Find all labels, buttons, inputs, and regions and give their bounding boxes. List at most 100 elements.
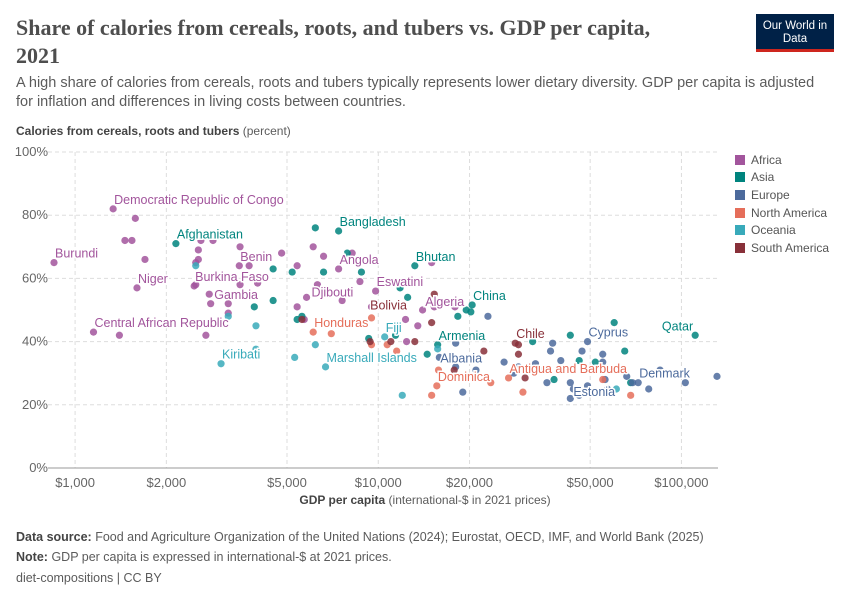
data-point: [396, 284, 404, 292]
data-point: [543, 379, 551, 387]
y-tick-label: 40%: [22, 334, 48, 349]
y-axis-label: Calories from cereals, roots and tubers …: [16, 124, 291, 138]
note: Note: GDP per capita is expressed in int…: [16, 550, 392, 564]
point-label: Qatar: [662, 319, 693, 333]
data-point: [500, 358, 508, 366]
data-point: [423, 350, 431, 358]
data-point: [529, 338, 537, 346]
data-point: [550, 375, 558, 384]
data-point: [327, 330, 335, 338]
data-point: [451, 303, 459, 311]
data-point: [514, 341, 523, 349]
legend-swatch: [735, 172, 745, 183]
legend-swatch: [735, 225, 745, 236]
data-point: [172, 240, 180, 248]
data-point: [472, 366, 480, 374]
data-point: [612, 385, 620, 393]
data-point: [402, 338, 411, 346]
x-tick-label: $10,000: [355, 475, 402, 490]
data-point: [224, 300, 232, 308]
data-point: [398, 391, 406, 399]
data-point: [381, 333, 389, 341]
data-point: [89, 328, 98, 336]
point-label: Burundi: [55, 247, 98, 261]
data-point: [468, 301, 476, 309]
data-point: [202, 331, 210, 339]
x-axis-label: GDP per capita (international-$ in 2021 …: [299, 493, 551, 507]
data-point: [433, 382, 441, 390]
x-tick-label: $20,000: [446, 475, 493, 490]
data-point: [254, 279, 262, 287]
data-point: [549, 339, 557, 347]
point-label: Eswatini: [377, 275, 424, 289]
point-label: Bhutan: [416, 250, 456, 264]
data-point: [293, 262, 301, 270]
owid-logo[interactable]: Our World in Data: [756, 14, 834, 52]
data-point: [404, 293, 412, 301]
x-tick-label: $100,000: [654, 475, 708, 490]
data-point: [366, 338, 374, 346]
point-label: Denmark: [639, 367, 690, 381]
data-point: [454, 312, 462, 320]
legend-label: Europe: [751, 187, 790, 202]
legend-item[interactable]: Africa: [735, 151, 829, 169]
data-point: [311, 224, 319, 232]
data-point: [452, 339, 460, 347]
data-point: [252, 345, 260, 353]
x-tick-label: $1,000: [55, 475, 95, 490]
data-point: [391, 331, 400, 339]
chart-title: Share of calories from cereals, roots, a…: [16, 15, 651, 68]
data-point: [575, 356, 583, 365]
data-point: [131, 214, 139, 222]
legend-item[interactable]: Europe: [735, 186, 829, 204]
point-label: Democratic Republic of Congo: [114, 193, 284, 207]
data-point: [311, 341, 319, 349]
x-tick-label: $2,000: [146, 475, 186, 490]
data-point: [539, 366, 547, 374]
data-point: [109, 205, 117, 213]
data-point: [269, 265, 277, 273]
point-label: Honduras: [314, 316, 368, 330]
data-point: [591, 358, 599, 366]
data-point: [393, 347, 401, 355]
credit[interactable]: diet-compositions | CC BY: [16, 571, 162, 585]
data-point: [603, 385, 612, 393]
data-point: [430, 290, 438, 298]
data-point: [115, 331, 123, 339]
data-point: [599, 375, 607, 384]
data-point: [623, 372, 631, 380]
data-point: [610, 319, 618, 327]
data-point: [459, 388, 467, 396]
data-point: [367, 314, 376, 322]
data-point: [467, 308, 475, 316]
legend-item[interactable]: Asia: [735, 169, 829, 187]
data-point: [691, 331, 699, 339]
y-tick-label: 80%: [22, 207, 48, 222]
data-point: [656, 366, 664, 374]
data-point: [236, 243, 244, 251]
data-point: [681, 379, 689, 387]
data-point: [141, 255, 149, 264]
legend-item[interactable]: South America: [735, 239, 829, 257]
point-label: Benin: [240, 250, 272, 264]
y-tick-label: 0%: [29, 460, 48, 475]
x-tick-label: $50,000: [567, 475, 614, 490]
point-label: Burkina Faso: [195, 270, 269, 284]
data-point: [278, 249, 286, 257]
data-point: [428, 319, 436, 327]
data-point: [192, 262, 200, 270]
data-point: [583, 382, 592, 390]
data-point: [430, 303, 438, 311]
point-label: Antigua and Barbuda: [510, 362, 628, 376]
legend-item[interactable]: Oceania: [735, 221, 829, 239]
data-point: [321, 363, 330, 371]
point-label: Niger: [138, 272, 168, 286]
y-tick-label: 20%: [22, 397, 48, 412]
data-point: [319, 268, 328, 276]
data-point: [335, 227, 343, 235]
point-label: Bolivia: [370, 299, 407, 313]
point-label: Armenia: [439, 329, 486, 343]
data-point: [235, 262, 243, 270]
legend-item[interactable]: North America: [735, 204, 829, 222]
data-point: [480, 347, 488, 355]
